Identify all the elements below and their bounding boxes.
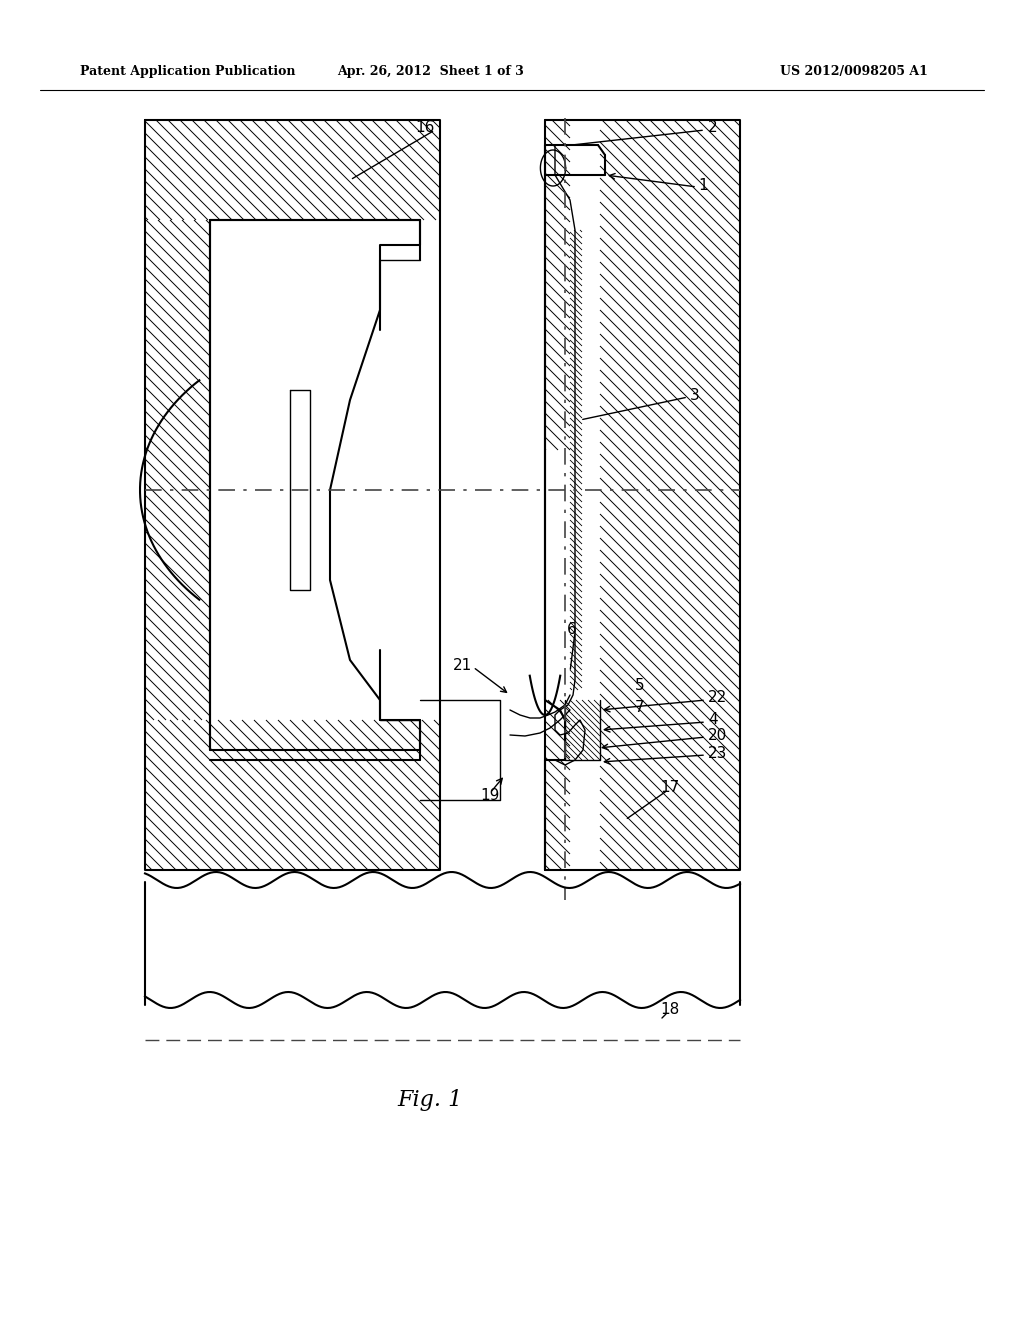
- Text: 6: 6: [567, 623, 577, 638]
- Text: 16: 16: [415, 120, 434, 136]
- Text: 23: 23: [708, 746, 727, 760]
- Text: 4: 4: [708, 713, 718, 727]
- Text: 1: 1: [698, 177, 708, 193]
- Text: 22: 22: [708, 690, 727, 705]
- Text: 2: 2: [708, 120, 718, 136]
- Text: 18: 18: [660, 1002, 679, 1018]
- Text: 7: 7: [635, 701, 645, 715]
- Text: 3: 3: [690, 388, 699, 403]
- Text: Apr. 26, 2012  Sheet 1 of 3: Apr. 26, 2012 Sheet 1 of 3: [337, 66, 523, 78]
- Text: US 2012/0098205 A1: US 2012/0098205 A1: [780, 66, 928, 78]
- Text: Fig. 1: Fig. 1: [397, 1089, 463, 1111]
- Text: Patent Application Publication: Patent Application Publication: [80, 66, 296, 78]
- Text: 20: 20: [708, 727, 727, 742]
- Text: 5: 5: [635, 677, 645, 693]
- Text: 21: 21: [453, 657, 472, 672]
- Text: 19: 19: [480, 788, 500, 803]
- Text: 17: 17: [660, 780, 679, 796]
